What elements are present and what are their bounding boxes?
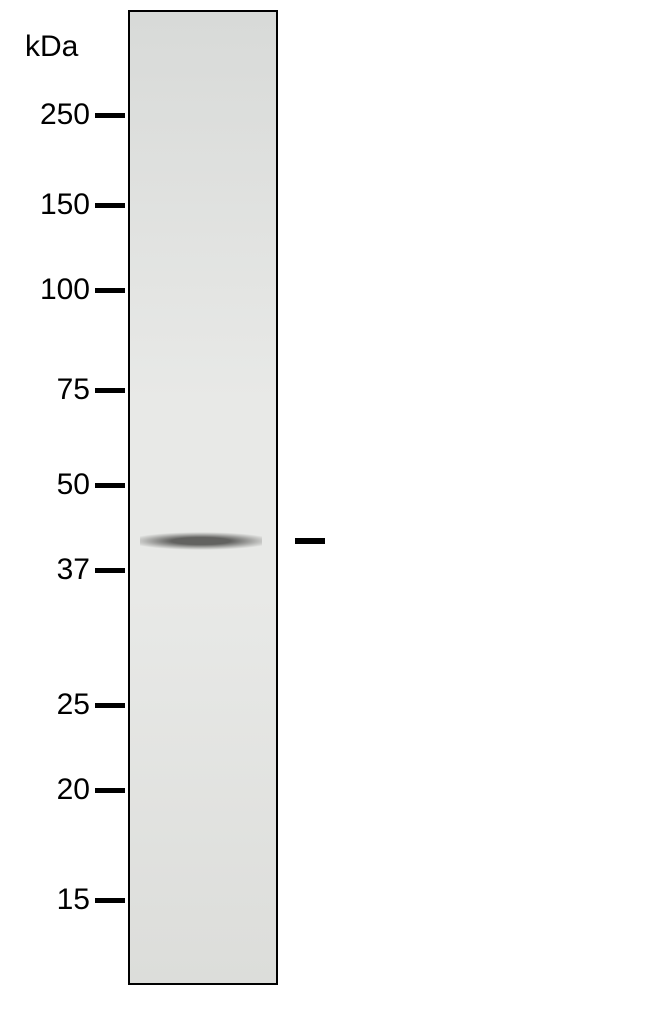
axis-unit-label: kDa — [25, 30, 78, 64]
mw-tick-50 — [95, 483, 125, 488]
protein-band — [140, 532, 262, 550]
mw-tick-25 — [95, 703, 125, 708]
mw-label-100: 100 — [40, 273, 90, 307]
mw-label-250: 250 — [40, 98, 90, 132]
mw-label-25: 25 — [57, 688, 90, 722]
mw-tick-20 — [95, 788, 125, 793]
mw-label-20: 20 — [57, 773, 90, 807]
mw-tick-150 — [95, 203, 125, 208]
band-indicator-mark — [295, 538, 325, 544]
blot-lane — [128, 10, 278, 985]
lane-background — [130, 12, 276, 983]
mw-label-50: 50 — [57, 468, 90, 502]
mw-tick-250 — [95, 113, 125, 118]
mw-tick-15 — [95, 898, 125, 903]
mw-label-37: 37 — [57, 553, 90, 587]
mw-tick-37 — [95, 568, 125, 573]
mw-tick-100 — [95, 288, 125, 293]
mw-label-15: 15 — [57, 883, 90, 917]
mw-tick-75 — [95, 388, 125, 393]
mw-label-75: 75 — [57, 373, 90, 407]
mw-label-150: 150 — [40, 188, 90, 222]
western-blot-figure: kDa 250 150 100 75 50 37 25 20 15 — [0, 0, 650, 1020]
